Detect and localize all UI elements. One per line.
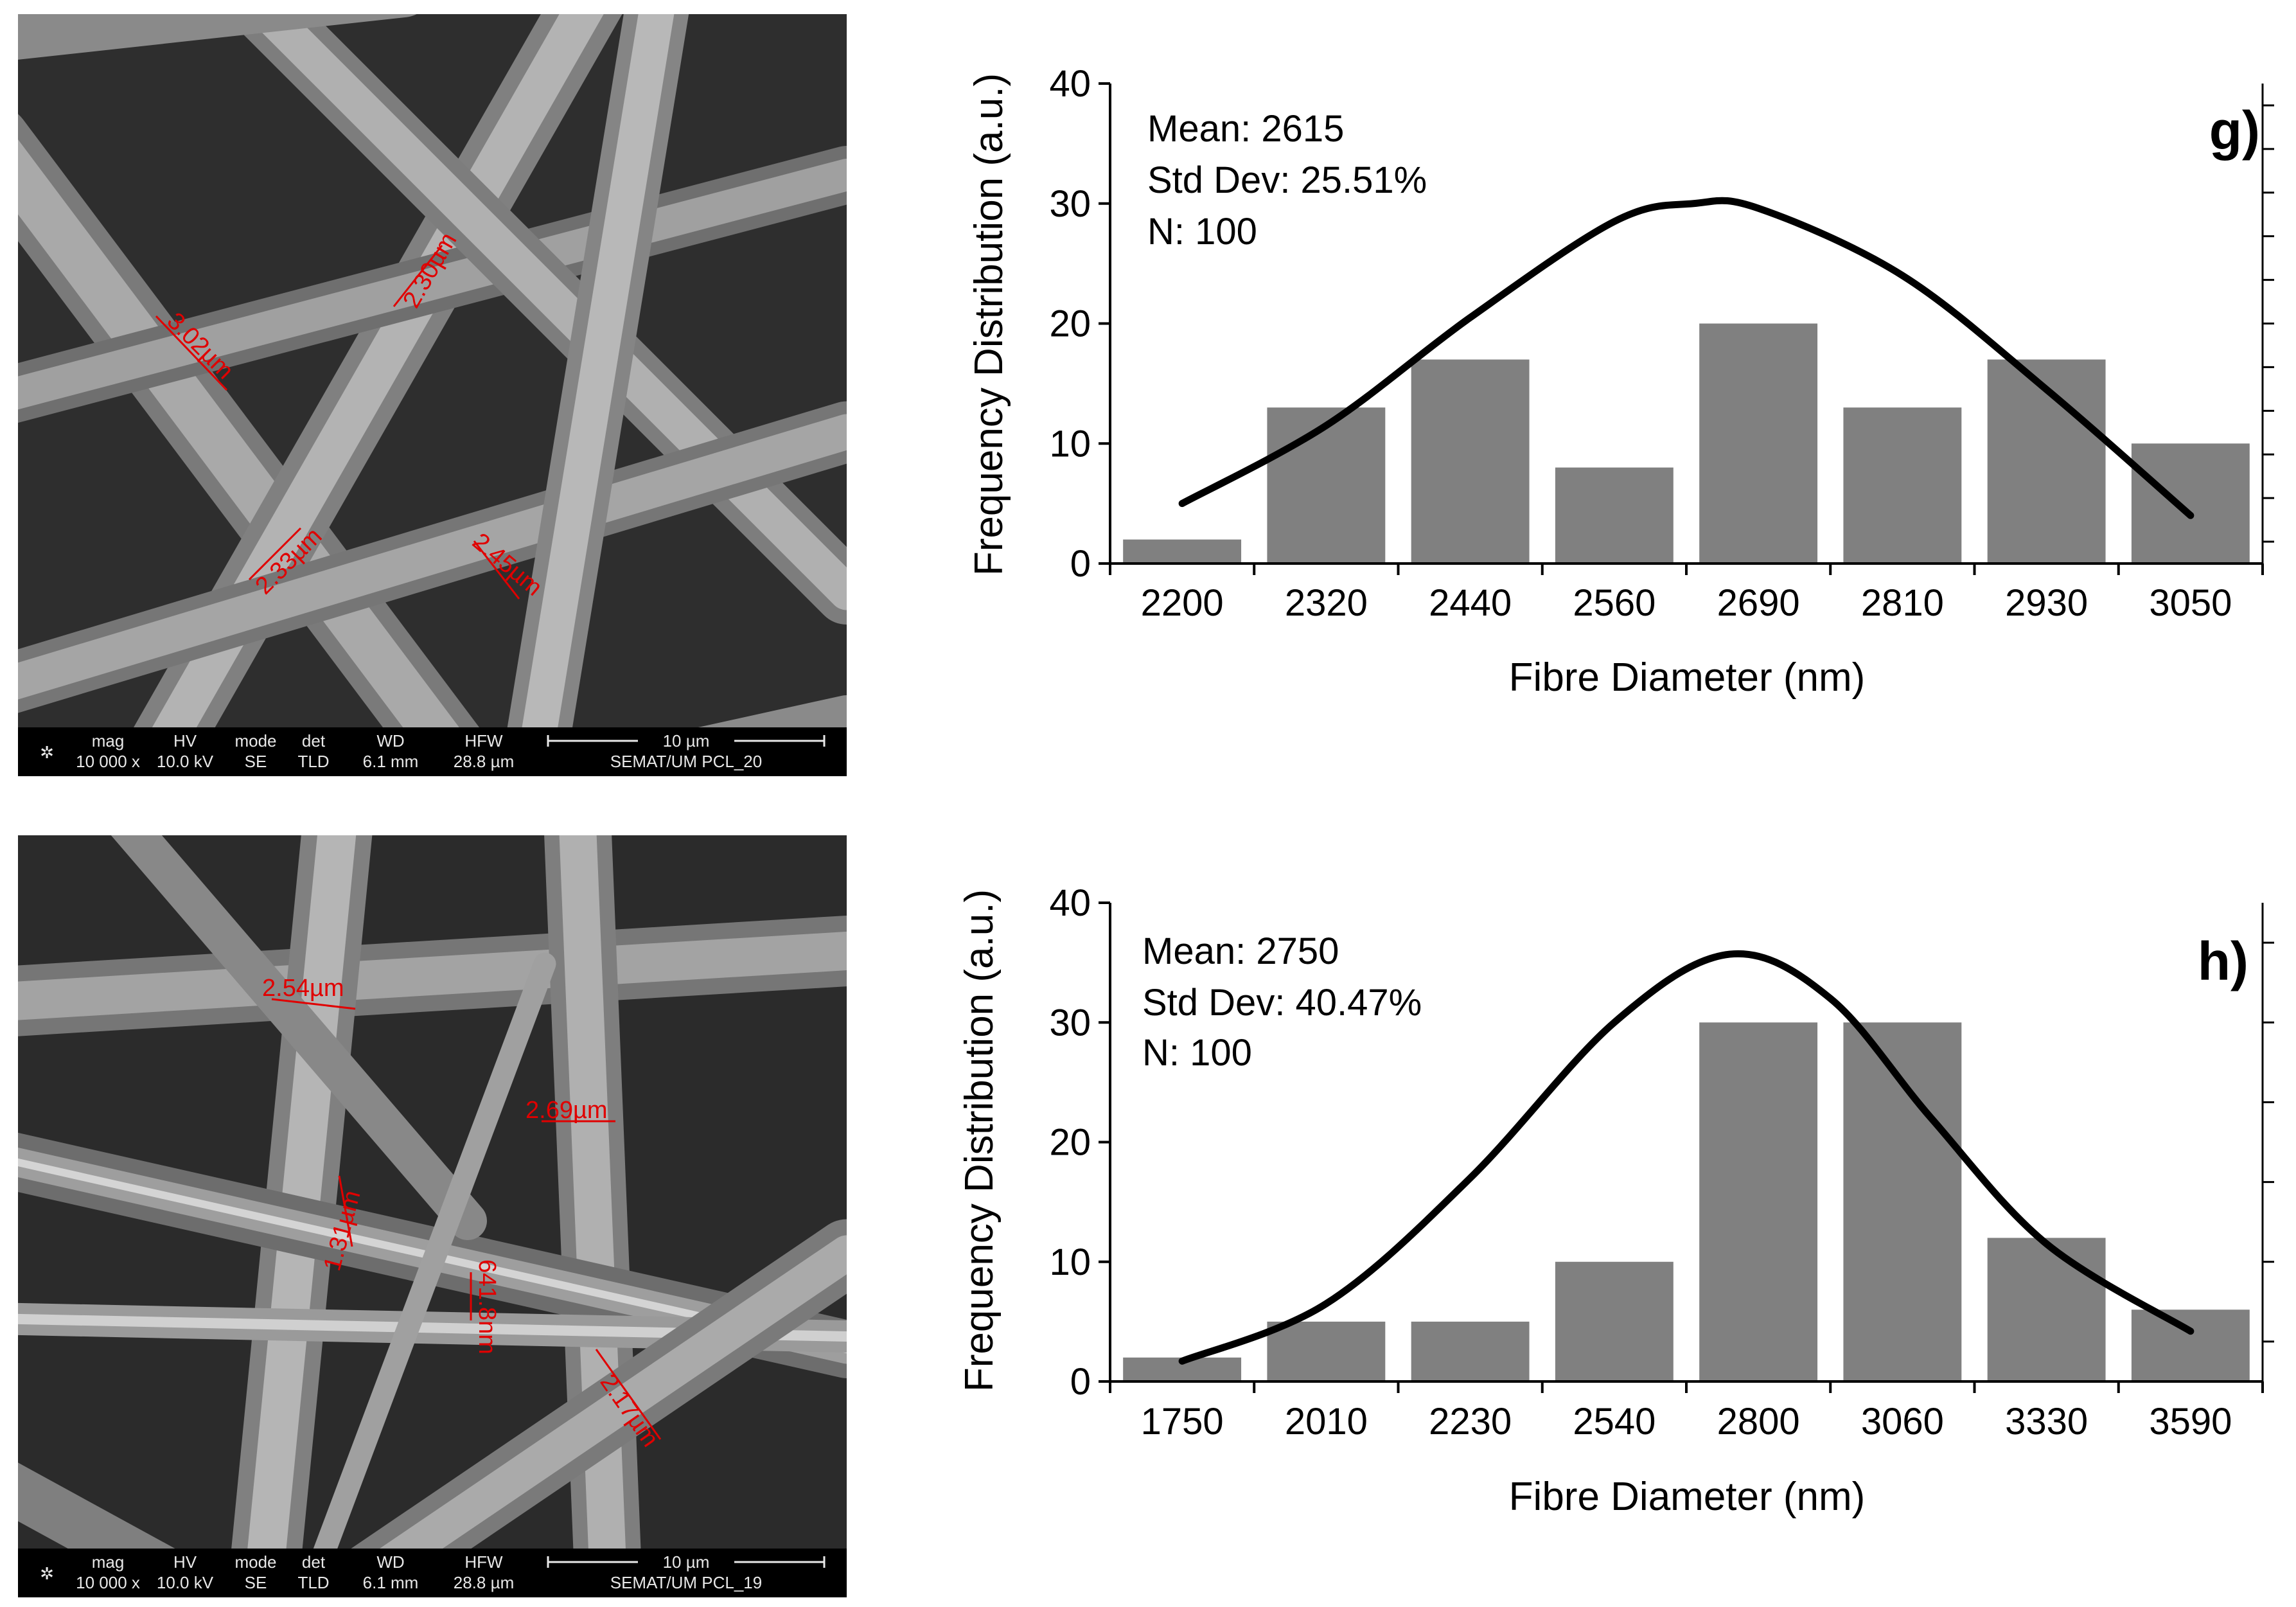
- histogram-bar: [1267, 1321, 1386, 1381]
- histogram-bar: [2131, 443, 2250, 564]
- sample-name: SEMAT/UM PCL_20: [610, 752, 762, 771]
- infobar-label: det: [302, 1552, 326, 1572]
- stats-n: N: 100: [1147, 211, 1257, 253]
- x-tick-label: 2200: [1141, 582, 1224, 624]
- histogram-bar: [2131, 1310, 2250, 1381]
- infobar-value: 6.1 mm: [363, 1573, 419, 1592]
- histogram-bar: [1987, 359, 2106, 564]
- histogram-bar: [1555, 1261, 1673, 1381]
- panel-label: g): [2209, 100, 2260, 161]
- fei-logo-icon: ✲: [40, 743, 54, 762]
- y-tick-label: 20: [1049, 1122, 1091, 1164]
- stats-std: Std Dev: 25.51%: [1147, 159, 1427, 201]
- scale-bar-label: 10 µm: [663, 731, 710, 750]
- infobar-value: 28.8 µm: [454, 1573, 514, 1592]
- histogram-bar: [1411, 359, 1530, 564]
- infobar-value: 10 000 x: [76, 752, 140, 771]
- y-axis-label: Frequency Distribution (a.u.): [967, 73, 1011, 576]
- histogram-bar: [1987, 1238, 2106, 1381]
- x-tick-label: 2320: [1285, 582, 1368, 624]
- scale-bar: [547, 735, 826, 747]
- infobar-label: det: [302, 731, 326, 750]
- measurement-markers: [155, 245, 520, 599]
- x-tick-label: 1750: [1141, 1401, 1224, 1443]
- y-tick-label: 10: [1049, 1241, 1091, 1283]
- infobar-label: WD: [376, 731, 404, 750]
- gaussian-fit-curve: [1178, 197, 2194, 519]
- infobar-label: HV: [173, 1552, 197, 1572]
- y-tick-label: 10: [1049, 423, 1091, 465]
- y-tick-label: 40: [1049, 63, 1091, 105]
- x-tick-label: 2800: [1717, 1401, 1800, 1443]
- infobar-label: mode: [234, 1552, 276, 1572]
- measurement-label: 2.54µm: [262, 975, 344, 1002]
- x-axis-label: Fibre Diameter (nm): [1509, 1475, 1866, 1519]
- histogram-bar: [1123, 1357, 1242, 1381]
- y-tick-label: 0: [1070, 543, 1091, 585]
- y-tick-label: 40: [1049, 882, 1091, 924]
- x-tick-label: 2690: [1717, 582, 1800, 624]
- x-tick-label: 3060: [1861, 1401, 1944, 1443]
- infobar-label: mag: [92, 1552, 125, 1572]
- x-tick-label: 2440: [1429, 582, 1512, 624]
- sem-infobar: [18, 727, 847, 776]
- x-tick-label: 2930: [2005, 582, 2088, 624]
- histogram-bar: [1843, 1022, 1962, 1381]
- infobar-value: TLD: [297, 1573, 329, 1592]
- fibres: [18, 14, 847, 776]
- measurement-label: 2.69µm: [525, 1097, 608, 1124]
- sem-image-pcl20: 3.02µm 2.30µm 2.33µm 2.45µm ✲ mag 10 000…: [18, 14, 847, 776]
- histogram-bar: [1123, 539, 1242, 564]
- histogram-bar: [1699, 323, 1818, 564]
- fei-logo-icon: ✲: [40, 1564, 54, 1583]
- sem-image-pcl19: 2.54µm 2.69µm 1.31µm 641.8nm 2.17µm ✲ ma…: [18, 835, 847, 1597]
- infobar-value: SE: [245, 752, 267, 771]
- sem-infobar: [18, 1549, 847, 1597]
- x-tick-label: 3590: [2149, 1401, 2232, 1443]
- scale-bar-label: 10 µm: [663, 1552, 710, 1572]
- infobar-value: 10.0 kV: [157, 1573, 214, 1592]
- histogram-bar: [1843, 407, 1962, 564]
- infobar-label: HFW: [464, 1552, 503, 1572]
- y-axis-label: Frequency Distribution (a.u.): [957, 889, 1002, 1392]
- y-tick-label: 0: [1070, 1361, 1091, 1403]
- histogram-bar: [1699, 1022, 1818, 1381]
- infobar-label: HFW: [464, 731, 503, 750]
- x-tick-label: 3330: [2005, 1401, 2088, 1443]
- histogram-bar: [1555, 467, 1673, 564]
- x-axis-label: Fibre Diameter (nm): [1509, 655, 1866, 700]
- histogram-bar: [1267, 407, 1386, 564]
- panel-label: h): [2198, 931, 2248, 991]
- stats-mean: Mean: 2750: [1142, 930, 1339, 972]
- sample-name: SEMAT/UM PCL_19: [610, 1573, 762, 1592]
- infobar-value: 28.8 µm: [454, 752, 514, 771]
- infobar-label: mag: [92, 731, 125, 750]
- scale-bar: [547, 1556, 826, 1568]
- x-tick-label: 2560: [1573, 582, 1656, 624]
- stats-mean: Mean: 2615: [1147, 108, 1344, 150]
- y-tick-label: 30: [1049, 1002, 1091, 1043]
- gaussian-fit-curve: [1178, 950, 2194, 1365]
- infobar-value: 10.0 kV: [157, 752, 214, 771]
- y-tick-label: 30: [1049, 183, 1091, 225]
- x-tick-label: 2540: [1573, 1401, 1656, 1443]
- fibres: [18, 835, 847, 1597]
- histogram-bar: [1411, 1321, 1530, 1381]
- measurement-label: 641.8nm: [473, 1259, 500, 1354]
- x-tick-label: 2010: [1285, 1401, 1368, 1443]
- infobar-label: mode: [234, 731, 276, 750]
- infobar-value: 10 000 x: [76, 1573, 140, 1592]
- stats-std: Std Dev: 40.47%: [1142, 982, 1422, 1024]
- infobar-label: HV: [173, 731, 197, 750]
- infobar-value: TLD: [297, 752, 329, 771]
- measurement-markers: [271, 998, 662, 1440]
- y-tick-label: 20: [1049, 303, 1091, 345]
- infobar-label: WD: [376, 1552, 404, 1572]
- infobar-value: 6.1 mm: [363, 752, 419, 771]
- x-tick-label: 3050: [2149, 582, 2232, 624]
- x-tick-label: 2810: [1861, 582, 1944, 624]
- x-tick-label: 2230: [1429, 1401, 1512, 1443]
- infobar-value: SE: [245, 1573, 267, 1592]
- stats-n: N: 100: [1142, 1032, 1252, 1074]
